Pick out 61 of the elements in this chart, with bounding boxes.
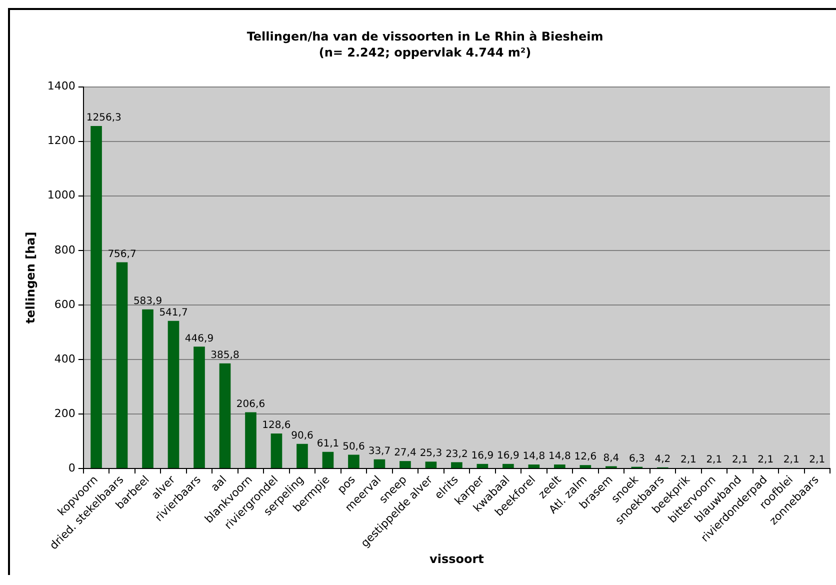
data-label: 14,8 (548, 451, 571, 462)
data-label: 16,9 (497, 450, 520, 462)
x-axis-title: vissoort (430, 552, 484, 566)
data-label: 50,6 (342, 441, 365, 452)
bar (270, 433, 282, 468)
data-label: 2,1 (783, 454, 800, 466)
data-label: 23,2 (446, 448, 468, 460)
data-label: 16,9 (471, 450, 494, 462)
data-label: 27,4 (394, 448, 416, 459)
data-label: 1256,3 (86, 112, 122, 124)
bar (425, 462, 437, 468)
bar (528, 464, 540, 468)
y-tick-label: 1200 (47, 134, 76, 148)
bar (296, 444, 308, 468)
data-label: 2,1 (809, 454, 826, 466)
data-label: 6,3 (628, 453, 645, 464)
bar (116, 262, 128, 468)
data-label: 8,4 (603, 452, 620, 464)
data-label: 583,9 (133, 296, 162, 307)
data-label: 2,1 (758, 454, 774, 466)
bar (400, 461, 411, 468)
bar (194, 346, 205, 468)
y-tick-label: 800 (54, 243, 76, 256)
y-tick-label: 0 (68, 461, 76, 474)
bar (348, 454, 360, 468)
y-tick-label: 400 (54, 352, 76, 366)
data-label: 14,8 (522, 451, 546, 462)
data-label: 2,1 (706, 454, 722, 466)
data-label: 2,1 (680, 454, 696, 466)
bar (451, 462, 462, 468)
bar (502, 464, 514, 468)
data-label: 2,1 (732, 454, 748, 466)
bar (142, 309, 154, 468)
bar (219, 363, 231, 468)
data-label: 541,7 (159, 307, 188, 318)
data-label: 33,7 (368, 446, 391, 457)
y-tick-label: 200 (54, 406, 76, 420)
chart-title: Tellingen/ha van de vissoorten in Le Rhin à Biesheim (246, 29, 604, 44)
bar (580, 465, 592, 468)
data-label: 128,6 (262, 420, 291, 432)
bar (90, 126, 102, 468)
data-label: 4,2 (654, 454, 671, 465)
y-tick-label: 1000 (47, 188, 76, 202)
y-tick-label: 600 (54, 298, 76, 311)
chart-subtitle: (n= 2.242; oppervlak 4.744 m²) (318, 46, 532, 60)
data-label: 756,7 (108, 248, 136, 260)
data-label: 206,6 (236, 398, 266, 410)
bar (168, 320, 180, 468)
data-label: 61,1 (316, 438, 340, 450)
bar (322, 452, 334, 468)
y-axis-title: tellingen [ha] (23, 232, 38, 324)
data-label: 12,6 (574, 452, 597, 463)
bar (374, 459, 386, 468)
data-label: 385,8 (210, 350, 240, 361)
data-label: 90,6 (291, 430, 314, 442)
data-label: 446,9 (184, 333, 214, 344)
bar (476, 464, 488, 468)
bar (245, 412, 256, 468)
y-tick-label: 1400 (47, 80, 76, 93)
data-label: 25,3 (420, 448, 442, 460)
bar (554, 464, 566, 468)
